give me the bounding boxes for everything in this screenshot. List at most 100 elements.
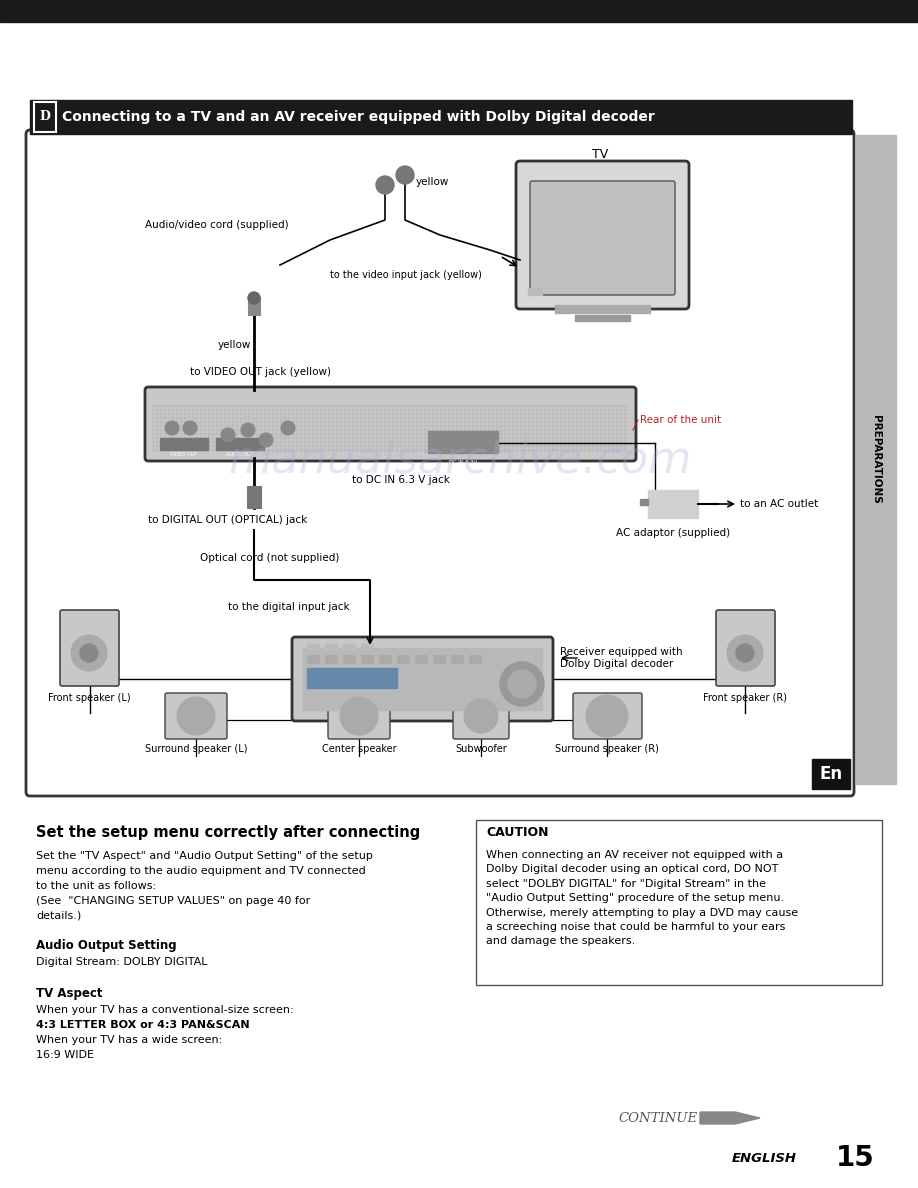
- FancyBboxPatch shape: [716, 609, 775, 685]
- Text: Connecting to a TV and an AV receiver equipped with Dolby Digital decoder: Connecting to a TV and an AV receiver eq…: [62, 110, 655, 124]
- Bar: [325, 655, 337, 663]
- Circle shape: [500, 662, 544, 706]
- FancyBboxPatch shape: [26, 129, 854, 796]
- Text: to the unit as follows:: to the unit as follows:: [36, 881, 156, 891]
- Bar: [856, 720, 896, 752]
- Bar: [307, 655, 319, 663]
- Text: to DIGITAL OUT (OPTICAL) jack: to DIGITAL OUT (OPTICAL) jack: [148, 516, 308, 525]
- FancyBboxPatch shape: [453, 693, 509, 739]
- Text: En: En: [820, 765, 843, 783]
- Text: yellow: yellow: [218, 340, 252, 350]
- Text: to the digital input jack: to the digital input jack: [228, 602, 350, 612]
- Bar: [361, 644, 373, 650]
- FancyBboxPatch shape: [516, 162, 689, 309]
- Text: When your TV has a conventional-size screen:: When your TV has a conventional-size scr…: [36, 1005, 294, 1015]
- Text: TV Aspect: TV Aspect: [36, 986, 103, 999]
- Bar: [856, 557, 896, 589]
- Bar: [528, 287, 542, 295]
- Text: Audio Output Setting: Audio Output Setting: [36, 939, 176, 952]
- Bar: [856, 590, 896, 621]
- Text: Audio/video cord (supplied): Audio/video cord (supplied): [145, 220, 288, 230]
- Bar: [397, 655, 409, 663]
- Text: CONTINUE: CONTINUE: [618, 1112, 697, 1125]
- FancyBboxPatch shape: [573, 693, 642, 739]
- Bar: [343, 644, 355, 650]
- FancyBboxPatch shape: [292, 637, 553, 721]
- Text: PREPARATIONS: PREPARATIONS: [871, 415, 881, 504]
- Text: manualsarchive.com: manualsarchive.com: [229, 438, 692, 481]
- Bar: [379, 655, 391, 663]
- Text: Set the "TV Aspect" and "Audio Output Setting" of the setup: Set the "TV Aspect" and "Audio Output Se…: [36, 851, 373, 861]
- Text: When connecting an AV receiver not equipped with a
Dolby Digital decoder using a: When connecting an AV receiver not equip…: [486, 849, 798, 947]
- Circle shape: [736, 644, 754, 662]
- Text: Surround speaker (R): Surround speaker (R): [555, 744, 659, 754]
- Text: Surround speaker (L): Surround speaker (L): [145, 744, 247, 754]
- Bar: [247, 486, 261, 508]
- Bar: [856, 655, 896, 687]
- Bar: [433, 655, 445, 663]
- Text: Front speaker (L): Front speaker (L): [48, 693, 130, 703]
- Bar: [648, 489, 698, 518]
- Text: Subwoofer: Subwoofer: [455, 744, 507, 754]
- Text: to the video input jack (yellow): to the video input jack (yellow): [330, 270, 482, 280]
- Bar: [469, 655, 481, 663]
- Bar: [361, 655, 373, 663]
- Bar: [307, 644, 319, 650]
- Bar: [856, 493, 896, 524]
- Bar: [451, 655, 463, 663]
- Text: 4:3 LETTER BOX or 4:3 PAN&SCAN: 4:3 LETTER BOX or 4:3 PAN&SCAN: [36, 1020, 250, 1030]
- FancyBboxPatch shape: [530, 181, 675, 295]
- Circle shape: [183, 421, 197, 435]
- Bar: [856, 394, 896, 426]
- Text: Receiver equipped with: Receiver equipped with: [560, 647, 683, 657]
- Text: to an AC outlet: to an AC outlet: [740, 499, 818, 508]
- Bar: [856, 233, 896, 264]
- Bar: [856, 135, 896, 166]
- Text: yellow: yellow: [416, 177, 450, 187]
- Bar: [343, 655, 355, 663]
- Bar: [0, 0, 918, 23]
- Bar: [856, 428, 896, 459]
- Bar: [856, 168, 896, 200]
- Bar: [856, 362, 896, 394]
- Text: DC IN 6.3V: DC IN 6.3V: [449, 461, 477, 466]
- Text: ENGLISH: ENGLISH: [732, 1151, 797, 1164]
- Circle shape: [165, 421, 179, 435]
- Text: Digital Stream: DOLBY DIGITAL: Digital Stream: DOLBY DIGITAL: [36, 958, 207, 967]
- Text: When your TV has a wide screen:: When your TV has a wide screen:: [36, 1035, 222, 1045]
- Text: (See  "CHANGING SETUP VALUES" on page 40 for: (See "CHANGING SETUP VALUES" on page 40 …: [36, 896, 310, 906]
- Text: CAUTION: CAUTION: [486, 826, 548, 839]
- Bar: [856, 330, 896, 361]
- Circle shape: [727, 636, 763, 671]
- FancyBboxPatch shape: [145, 387, 636, 461]
- Circle shape: [177, 697, 215, 735]
- Text: 16:9 WIDE: 16:9 WIDE: [36, 1050, 94, 1060]
- Bar: [325, 644, 337, 650]
- Bar: [216, 438, 264, 450]
- Circle shape: [464, 699, 498, 733]
- Text: TV: TV: [592, 148, 608, 162]
- Bar: [856, 200, 896, 232]
- Bar: [428, 431, 498, 453]
- FancyBboxPatch shape: [60, 609, 119, 685]
- Text: menu according to the audio equipment and TV connected: menu according to the audio equipment an…: [36, 866, 365, 876]
- Bar: [640, 499, 648, 505]
- Bar: [30, 100, 852, 134]
- Text: to DC IN 6.3 V jack: to DC IN 6.3 V jack: [352, 475, 450, 485]
- Text: to VIDEO OUT jack (yellow): to VIDEO OUT jack (yellow): [190, 367, 331, 377]
- Text: AUDIO OUT: AUDIO OUT: [226, 453, 253, 457]
- Circle shape: [396, 166, 414, 184]
- Circle shape: [221, 428, 235, 442]
- Text: details.): details.): [36, 911, 82, 921]
- Bar: [575, 315, 630, 321]
- Bar: [555, 305, 650, 312]
- Bar: [34, 102, 56, 132]
- Text: Front speaker (R): Front speaker (R): [703, 693, 787, 703]
- Text: Center speaker: Center speaker: [321, 744, 397, 754]
- Bar: [856, 297, 896, 329]
- Circle shape: [281, 421, 295, 435]
- Text: Rear of the unit: Rear of the unit: [640, 415, 722, 425]
- Bar: [856, 460, 896, 492]
- Circle shape: [376, 176, 394, 194]
- Text: D: D: [39, 110, 50, 124]
